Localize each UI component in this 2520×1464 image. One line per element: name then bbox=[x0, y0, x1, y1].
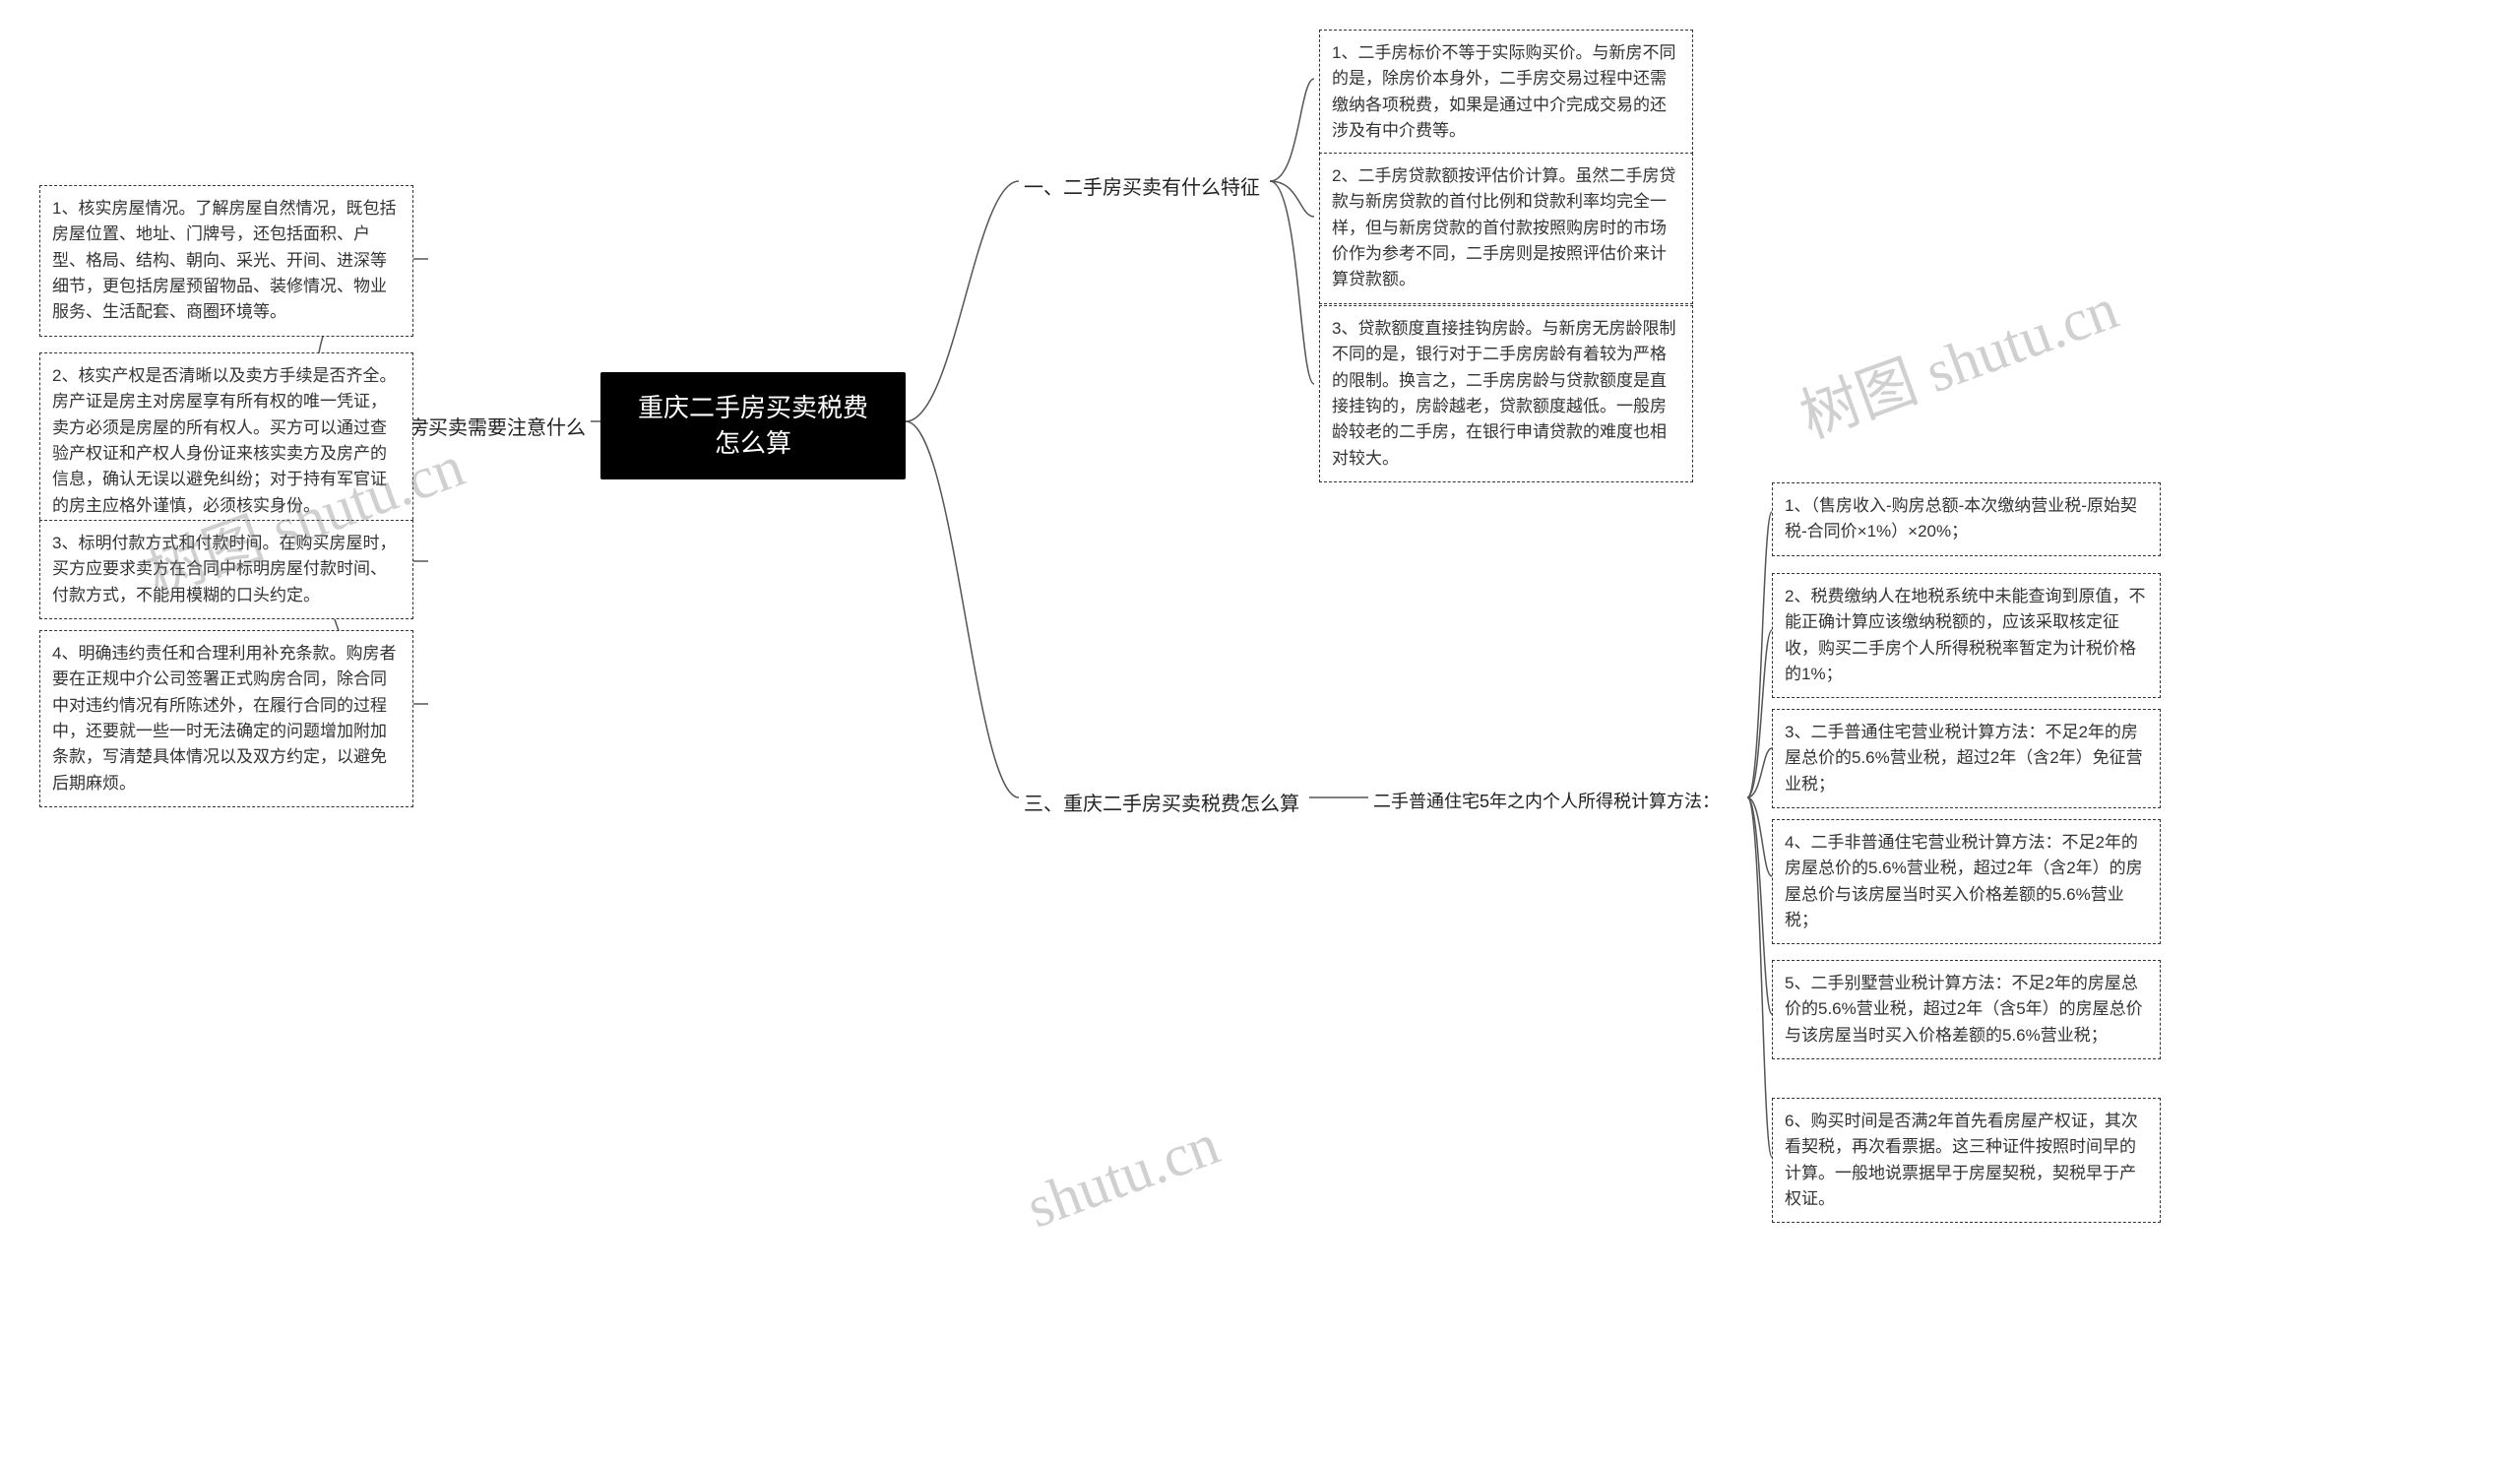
leaf-c4-text: 4、二手非普通住宅营业税计算方法：不足2年的房屋总价的5.6%营业税，超过2年（… bbox=[1785, 833, 2143, 929]
leaf-c2: 2、税费缴纳人在地税系统中未能查询到原值，不能正确计算应该缴纳税额的，应该采取核… bbox=[1772, 573, 2161, 698]
leaf-b1-text: 1、核实房屋情况。了解房屋自然情况，既包括房屋位置、地址、门牌号，还包括面积、户… bbox=[52, 199, 396, 321]
branch-3: 三、重庆二手房买卖税费怎么算 bbox=[1024, 788, 1299, 816]
leaf-c3-text: 3、二手普通住宅营业税计算方法：不足2年的房屋总价的5.6%营业税，超过2年（含… bbox=[1785, 723, 2143, 794]
watermark: 树图 shutu.cn bbox=[1787, 261, 2127, 455]
leaf-a3: 3、贷款额度直接挂钩房龄。与新房无房龄限制不同的是，银行对于二手房房龄有着较为严… bbox=[1319, 305, 1693, 482]
subbranch-3-label: 二手普通住宅5年之内个人所得税计算方法： bbox=[1373, 792, 1720, 811]
leaf-b3-text: 3、标明付款方式和付款时间。在购买房屋时，买方应要求卖方在合同中标明房屋付款时间… bbox=[52, 534, 396, 605]
leaf-a2: 2、二手房贷款额按评估价计算。虽然二手房贷款与新房贷款的首付比例和贷款利率均完全… bbox=[1319, 153, 1693, 304]
branch-1-label: 一、二手房买卖有什么特征 bbox=[1024, 177, 1260, 199]
root-node: 重庆二手房买卖税费怎么算 bbox=[600, 372, 906, 479]
leaf-c2-text: 2、税费缴纳人在地税系统中未能查询到原值，不能正确计算应该缴纳税额的，应该采取核… bbox=[1785, 587, 2145, 683]
leaf-c1-text: 1、（售房收入-购房总额-本次缴纳营业税-原始契税-合同价×1%）×20%； bbox=[1785, 496, 2137, 541]
leaf-a1-text: 1、二手房标价不等于实际购买价。与新房不同的是，除房价本身外，二手房交易过程中还… bbox=[1332, 43, 1675, 140]
leaf-c5-text: 5、二手别墅营业税计算方法：不足2年的房屋总价的5.6%营业税，超过2年（含5年… bbox=[1785, 974, 2143, 1045]
leaf-b4-text: 4、明确违约责任和合理利用补充条款。购房者要在正规中介公司签署正式购房合同，除合… bbox=[52, 644, 396, 793]
leaf-a2-text: 2、二手房贷款额按评估价计算。虽然二手房贷款与新房贷款的首付比例和贷款利率均完全… bbox=[1332, 166, 1675, 288]
leaf-c1: 1、（售房收入-购房总额-本次缴纳营业税-原始契税-合同价×1%）×20%； bbox=[1772, 482, 2161, 556]
branch-3-label: 三、重庆二手房买卖税费怎么算 bbox=[1024, 794, 1299, 815]
leaf-b1: 1、核实房屋情况。了解房屋自然情况，既包括房屋位置、地址、门牌号，还包括面积、户… bbox=[39, 185, 413, 337]
leaf-b2: 2、核实产权是否清晰以及卖方手续是否齐全。房产证是房主对房屋享有所有权的唯一凭证… bbox=[39, 352, 413, 530]
leaf-b3: 3、标明付款方式和付款时间。在购买房屋时，买方应要求卖方在合同中标明房屋付款时间… bbox=[39, 520, 413, 619]
branch-1: 一、二手房买卖有什么特征 bbox=[1024, 171, 1260, 200]
root-label: 重庆二手房买卖税费怎么算 bbox=[638, 393, 868, 458]
leaf-c5: 5、二手别墅营业税计算方法：不足2年的房屋总价的5.6%营业税，超过2年（含5年… bbox=[1772, 960, 2161, 1059]
leaf-b2-text: 2、核实产权是否清晰以及卖方手续是否齐全。房产证是房主对房屋享有所有权的唯一凭证… bbox=[52, 366, 396, 515]
leaf-c3: 3、二手普通住宅营业税计算方法：不足2年的房屋总价的5.6%营业税，超过2年（含… bbox=[1772, 709, 2161, 808]
subbranch-3: 二手普通住宅5年之内个人所得税计算方法： bbox=[1373, 788, 1720, 813]
leaf-b4: 4、明确违约责任和合理利用补充条款。购房者要在正规中介公司签署正式购房合同，除合… bbox=[39, 630, 413, 807]
leaf-a1: 1、二手房标价不等于实际购买价。与新房不同的是，除房价本身外，二手房交易过程中还… bbox=[1319, 30, 1693, 155]
leaf-c6-text: 6、购买时间是否满2年首先看房屋产权证，其次看契税，再次看票据。这三种证件按照时… bbox=[1785, 1112, 2138, 1208]
leaf-c6: 6、购买时间是否满2年首先看房屋产权证，其次看契税，再次看票据。这三种证件按照时… bbox=[1772, 1098, 2161, 1223]
leaf-c4: 4、二手非普通住宅营业税计算方法：不足2年的房屋总价的5.6%营业税，超过2年（… bbox=[1772, 819, 2161, 944]
leaf-a3-text: 3、贷款额度直接挂钩房龄。与新房无房龄限制不同的是，银行对于二手房房龄有着较为严… bbox=[1332, 319, 1675, 468]
watermark: shutu.cn bbox=[1018, 1111, 1228, 1242]
